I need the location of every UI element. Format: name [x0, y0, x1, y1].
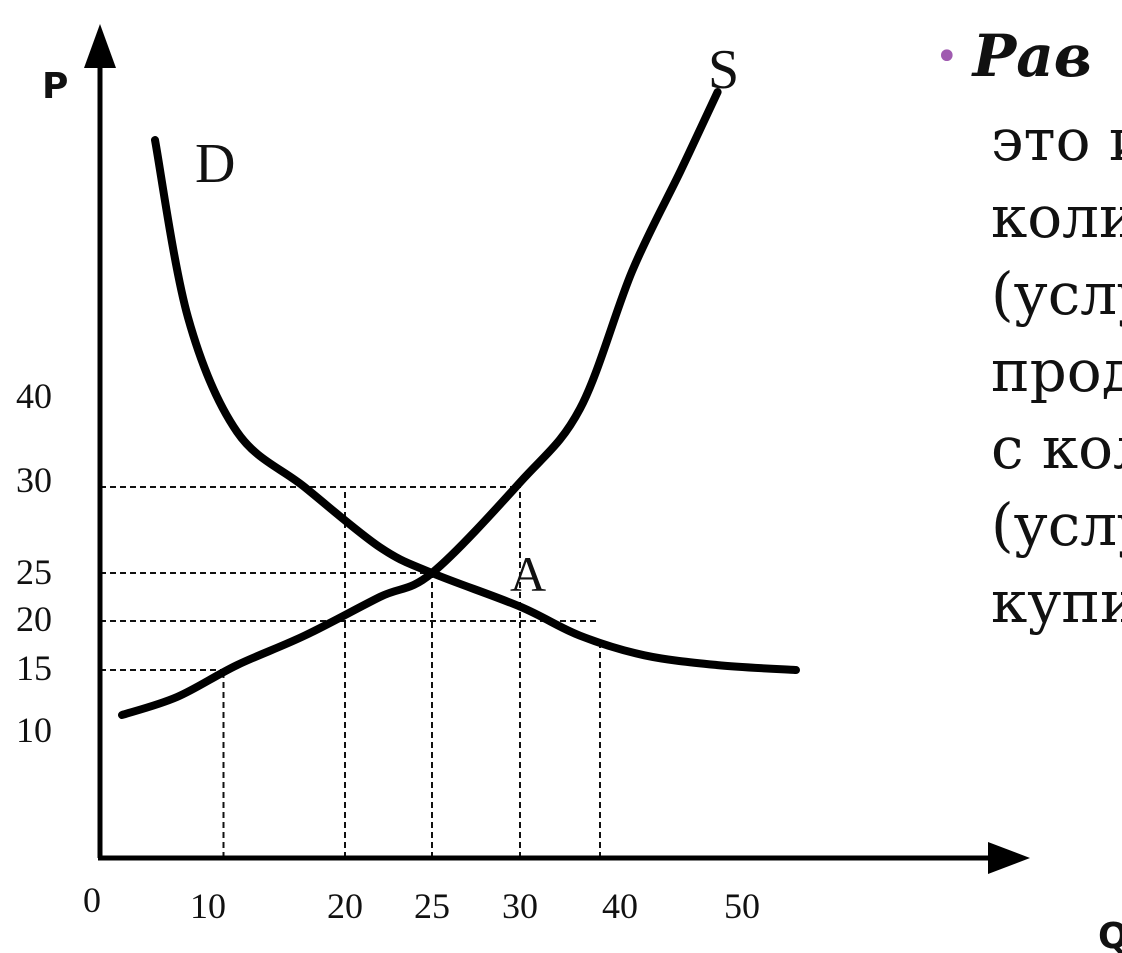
- definition-line: коли: [991, 183, 1122, 251]
- y-axis-arrow: [84, 24, 116, 68]
- curve-s: [118, 88, 722, 719]
- x-axis-arrow: [988, 842, 1030, 874]
- curves: [118, 88, 800, 719]
- definition-line: (услу: [991, 260, 1122, 328]
- curve-label-s: S: [708, 39, 739, 101]
- x-tick-label: 0: [83, 880, 101, 920]
- x-axis-label: Q: [1098, 916, 1122, 953]
- definition-text: • Рав это и коли (услу прод с кол (услу к…: [935, 18, 1122, 718]
- x-tick-label: 20: [327, 886, 363, 926]
- definition-title-row: • Рав: [935, 18, 1122, 102]
- x-tick-label: 40: [602, 886, 638, 926]
- y-tick-label: 20: [16, 599, 52, 639]
- y-tick-label: 10: [16, 710, 52, 750]
- definition-line: купи: [991, 568, 1122, 636]
- curve-label-d: D: [195, 133, 235, 195]
- y-axis-label: P: [42, 66, 68, 107]
- x-tick-label: 50: [724, 886, 760, 926]
- y-tick-label: 40: [16, 376, 52, 416]
- definition-title: Рав: [972, 22, 1092, 90]
- definition-line: прод: [991, 337, 1122, 405]
- x-tick-label: 25: [414, 886, 450, 926]
- chart-labels: P Q D S A: [42, 39, 1122, 953]
- definition-line: это и: [991, 106, 1122, 174]
- definition-line: (услу: [991, 491, 1122, 559]
- y-tick-label: 25: [16, 552, 52, 592]
- tick-labels: 0 10 20 25 30 40 50 10 15 20 25 30 40: [16, 376, 760, 926]
- definition-line: с кол: [991, 414, 1122, 482]
- guide-lines: [100, 486, 601, 858]
- curve-d: [151, 136, 800, 674]
- x-tick-label: 30: [502, 886, 538, 926]
- y-tick-label: 30: [16, 460, 52, 500]
- x-tick-label: 10: [190, 886, 226, 926]
- y-tick-label: 15: [16, 648, 52, 688]
- point-label: A: [510, 546, 546, 602]
- bullet-icon: •: [935, 34, 959, 80]
- axes: [84, 24, 1030, 874]
